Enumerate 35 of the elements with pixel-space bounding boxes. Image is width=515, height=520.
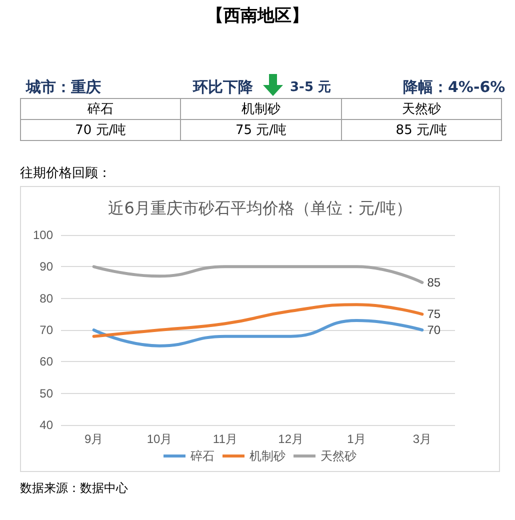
x-tick-label: 9月: [84, 432, 104, 446]
data-label: 70: [427, 323, 441, 337]
legend-label: 天然砂: [320, 449, 356, 463]
y-tick-label: 50: [40, 386, 54, 400]
text: 城市：重庆: [26, 78, 101, 97]
y-tick-label: 90: [40, 260, 54, 274]
data-label: 85: [427, 276, 441, 290]
text: 70 元/吨: [20, 120, 181, 140]
x-tick-label: 3月: [412, 432, 432, 446]
text: 机制砂: [180, 98, 342, 120]
y-tick-label: 100: [32, 228, 54, 242]
y-tick-label: 60: [40, 354, 54, 369]
source-note: 数据来源：数据中心: [20, 480, 128, 497]
text: 【西南地区】: [206, 5, 310, 27]
legend-label: 机制砂: [250, 449, 286, 463]
text: 3-5 元: [290, 79, 332, 96]
x-tick-label: 11月: [212, 432, 238, 446]
y-tick-label: 70: [40, 323, 54, 337]
text: 天然砂: [341, 98, 502, 120]
text: 85 元/吨: [341, 120, 502, 140]
y-tick-label: 80: [40, 291, 54, 306]
text: 往期价格回顾：: [20, 165, 111, 182]
text: 降幅：4%-6%: [403, 78, 506, 97]
x-tick-label: 10月: [146, 432, 172, 446]
y-tick-label: 40: [40, 418, 54, 432]
text: 环比下降: [193, 78, 253, 97]
legend-label: 碎石: [190, 449, 214, 463]
line-series: [92, 319, 424, 348]
text: 75 元/吨: [180, 120, 342, 140]
x-tick-label: 12月: [278, 432, 304, 446]
line-series: [92, 303, 424, 338]
text: 碎石: [20, 98, 181, 120]
chart-title: 近6月重庆市砂石平均价格（单位：元/吨）: [108, 198, 412, 218]
data-label: 75: [427, 307, 441, 322]
x-tick-label: 1月: [347, 432, 366, 446]
